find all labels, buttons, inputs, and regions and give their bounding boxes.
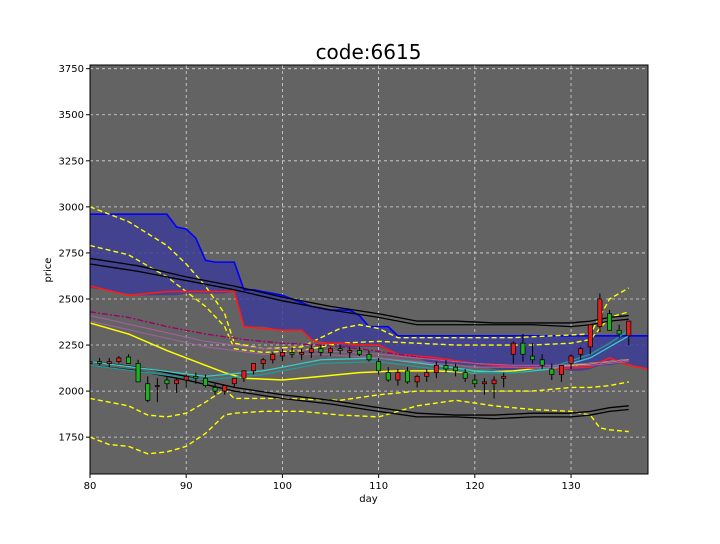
candle-body [587, 324, 593, 348]
candle-body [135, 363, 141, 383]
candle-body [145, 383, 151, 401]
candle-body [626, 320, 632, 337]
series-line-bb_sigma2_lower [90, 399, 629, 455]
candle-body [395, 372, 401, 381]
series-line-ma_long_1 [90, 257, 629, 324]
y-tick-label: 3500 [59, 110, 84, 121]
candle-body [597, 298, 603, 327]
candle-body [174, 379, 180, 385]
candle-body [568, 355, 574, 364]
y-tick-label: 2750 [59, 248, 84, 259]
candle-body [453, 366, 459, 372]
candle-body [270, 353, 276, 361]
candle-body [347, 350, 353, 353]
y-tick-label: 3750 [59, 64, 84, 75]
candle-body [97, 361, 103, 364]
y-tick-label: 2250 [59, 341, 84, 352]
candle-body [299, 352, 305, 355]
candle-body [260, 359, 266, 364]
candle-body [356, 350, 362, 355]
candle-body [164, 379, 170, 385]
candle-body [578, 348, 584, 355]
candle-body [433, 364, 439, 374]
candle-body [414, 376, 420, 383]
candle-body [202, 377, 208, 386]
candle-body [462, 372, 468, 379]
candle-body [510, 342, 516, 355]
x-axis-label: day [359, 494, 377, 505]
candle-body [405, 370, 410, 383]
candle-body [558, 364, 564, 375]
candle-body [520, 342, 526, 355]
candle-body [212, 387, 218, 392]
series-line-ma_mid [90, 322, 629, 381]
x-tick-label: 130 [561, 481, 580, 492]
candle-body [241, 370, 247, 379]
plot-frame [89, 64, 649, 475]
y-tick-label: 3250 [59, 156, 84, 167]
candle-body [154, 385, 160, 387]
candle-body [231, 377, 237, 385]
candle-body [183, 376, 189, 381]
x-tick-label: 100 [273, 481, 292, 492]
candle-body [193, 376, 199, 379]
series-line-ma_fan_3 [90, 315, 629, 366]
candle-body [530, 355, 536, 361]
candle-body [126, 356, 131, 364]
candle-body [289, 352, 295, 355]
y-axis-label: price [43, 258, 54, 283]
candle-body [376, 361, 382, 372]
candle-body [616, 329, 622, 335]
candle-body [222, 385, 228, 392]
series-line-ma_fan_4 [90, 320, 629, 368]
candle-body [443, 364, 449, 370]
candle-body [328, 348, 333, 353]
candle-body [308, 348, 314, 353]
candle-body [607, 313, 612, 331]
candle-body [539, 359, 545, 366]
plot-area: 80 90 100 110 120 130 1750 2000 2250 2500 2750 3000… [59, 64, 649, 492]
x-tick-label: 120 [465, 481, 484, 492]
y-tick-label: 2000 [59, 387, 84, 398]
candle-body [501, 376, 507, 379]
y-tick-label: 3000 [59, 202, 84, 213]
candle-body [424, 372, 430, 377]
candle-body [549, 368, 555, 375]
candle-body [318, 348, 324, 353]
candle-body [251, 363, 257, 372]
chart-title: code:6615 [316, 40, 422, 64]
candle-body [337, 348, 343, 351]
series-line-ma_low_2 [90, 364, 629, 420]
plot-content [90, 206, 648, 455]
y-tick-label: 1750 [59, 433, 84, 444]
x-tick-label: 80 [84, 481, 97, 492]
candle-body [385, 372, 391, 381]
candle-body [472, 379, 478, 385]
series-line-ma_long_2 [90, 263, 629, 328]
y-tick-label: 2500 [59, 294, 84, 305]
candle-body [481, 381, 487, 385]
candle-body [366, 353, 372, 361]
x-tick-label: 110 [369, 481, 388, 492]
x-tick-label: 90 [180, 481, 193, 492]
candle-body [491, 379, 497, 385]
candle-body [106, 361, 112, 364]
candle-body [116, 357, 122, 362]
candle-body [279, 352, 285, 357]
